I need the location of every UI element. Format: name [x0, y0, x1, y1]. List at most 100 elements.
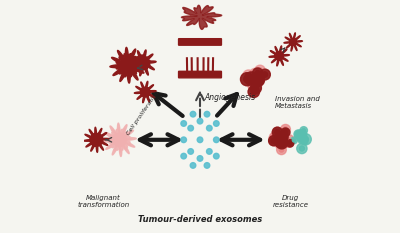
Circle shape [275, 130, 280, 135]
Circle shape [301, 135, 304, 139]
Circle shape [260, 69, 270, 80]
Circle shape [256, 77, 262, 83]
Circle shape [283, 130, 288, 135]
Circle shape [206, 125, 212, 131]
Circle shape [253, 76, 259, 82]
Circle shape [274, 134, 287, 147]
Circle shape [252, 75, 263, 86]
Circle shape [116, 136, 124, 144]
Circle shape [256, 78, 261, 83]
Circle shape [277, 137, 284, 143]
Circle shape [300, 127, 308, 134]
Polygon shape [110, 47, 146, 83]
Text: Malignant
transformation: Malignant transformation [77, 195, 130, 208]
Polygon shape [182, 5, 222, 29]
Circle shape [252, 68, 263, 78]
Circle shape [244, 72, 258, 85]
Polygon shape [134, 81, 156, 103]
Circle shape [190, 111, 196, 117]
Circle shape [296, 132, 300, 136]
Circle shape [279, 140, 285, 146]
Circle shape [295, 130, 304, 140]
Polygon shape [130, 50, 156, 76]
Circle shape [251, 89, 257, 95]
Circle shape [252, 81, 258, 88]
Circle shape [252, 77, 257, 82]
Circle shape [250, 73, 262, 85]
Circle shape [254, 77, 260, 83]
Circle shape [243, 70, 254, 81]
Circle shape [252, 68, 263, 78]
Circle shape [244, 76, 250, 82]
Circle shape [206, 149, 212, 154]
Circle shape [277, 132, 288, 143]
Circle shape [248, 86, 260, 97]
Circle shape [253, 85, 259, 91]
Circle shape [252, 75, 263, 86]
Circle shape [276, 53, 282, 59]
Circle shape [138, 58, 148, 67]
Text: Angiogenesis: Angiogenesis [205, 93, 256, 102]
Circle shape [244, 72, 258, 85]
Circle shape [294, 130, 302, 138]
Circle shape [300, 132, 304, 137]
Circle shape [253, 76, 258, 81]
Circle shape [240, 73, 254, 86]
Polygon shape [269, 46, 289, 66]
Circle shape [250, 74, 260, 84]
Circle shape [271, 138, 276, 143]
Circle shape [274, 134, 287, 146]
Circle shape [113, 133, 126, 146]
Circle shape [272, 127, 282, 137]
Circle shape [274, 134, 287, 147]
Polygon shape [84, 127, 109, 152]
Circle shape [297, 133, 302, 137]
Circle shape [278, 139, 284, 145]
Circle shape [300, 135, 304, 140]
Circle shape [250, 82, 261, 93]
FancyBboxPatch shape [178, 71, 222, 78]
Circle shape [253, 75, 264, 86]
Circle shape [248, 86, 260, 97]
Circle shape [286, 140, 294, 147]
Circle shape [197, 156, 203, 161]
Circle shape [254, 77, 258, 81]
Circle shape [302, 137, 306, 140]
Circle shape [254, 77, 260, 83]
Circle shape [253, 75, 264, 86]
Text: Drug
resistance: Drug resistance [273, 195, 309, 208]
Circle shape [272, 135, 279, 142]
Circle shape [275, 130, 280, 135]
Circle shape [251, 78, 262, 89]
Circle shape [244, 76, 250, 82]
Circle shape [250, 82, 261, 93]
Circle shape [257, 68, 263, 73]
Circle shape [281, 124, 290, 134]
Circle shape [181, 137, 186, 143]
Circle shape [190, 163, 196, 168]
Circle shape [142, 89, 148, 95]
Circle shape [92, 136, 100, 144]
Circle shape [248, 78, 259, 89]
Circle shape [297, 130, 307, 139]
Circle shape [277, 145, 286, 155]
Circle shape [256, 78, 261, 83]
Circle shape [280, 138, 284, 142]
Circle shape [240, 73, 254, 86]
Circle shape [278, 137, 284, 143]
Circle shape [303, 140, 306, 143]
Circle shape [204, 163, 210, 168]
Circle shape [303, 137, 308, 142]
Circle shape [255, 65, 265, 76]
Circle shape [281, 128, 290, 137]
Circle shape [273, 135, 278, 140]
Circle shape [250, 81, 256, 86]
Circle shape [188, 125, 194, 131]
Text: Cell proliferation: Cell proliferation [126, 90, 160, 136]
Circle shape [250, 74, 260, 83]
Text: Invasion and
Metastasis: Invasion and Metastasis [274, 96, 320, 109]
Circle shape [181, 121, 186, 126]
Circle shape [254, 80, 259, 86]
Circle shape [285, 137, 291, 144]
Circle shape [197, 118, 203, 124]
